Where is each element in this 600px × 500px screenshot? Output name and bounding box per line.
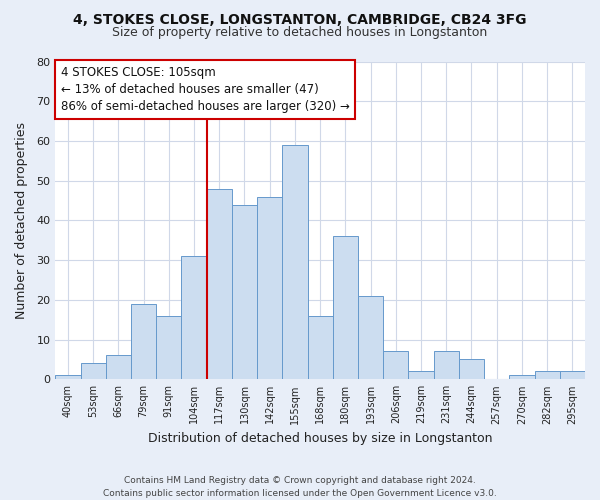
Bar <box>156 316 181 380</box>
Bar <box>257 196 283 380</box>
Text: Contains HM Land Registry data © Crown copyright and database right 2024.
Contai: Contains HM Land Registry data © Crown c… <box>103 476 497 498</box>
Bar <box>55 376 80 380</box>
Text: 4 STOKES CLOSE: 105sqm
← 13% of detached houses are smaller (47)
86% of semi-det: 4 STOKES CLOSE: 105sqm ← 13% of detached… <box>61 66 349 114</box>
Bar <box>358 296 383 380</box>
Bar <box>535 372 560 380</box>
Bar <box>434 352 459 380</box>
X-axis label: Distribution of detached houses by size in Longstanton: Distribution of detached houses by size … <box>148 432 493 445</box>
Y-axis label: Number of detached properties: Number of detached properties <box>15 122 28 319</box>
Bar <box>131 304 156 380</box>
Text: Size of property relative to detached houses in Longstanton: Size of property relative to detached ho… <box>112 26 488 39</box>
Bar <box>560 372 585 380</box>
Bar <box>206 188 232 380</box>
Bar <box>232 204 257 380</box>
Bar <box>106 356 131 380</box>
Text: 4, STOKES CLOSE, LONGSTANTON, CAMBRIDGE, CB24 3FG: 4, STOKES CLOSE, LONGSTANTON, CAMBRIDGE,… <box>73 12 527 26</box>
Bar <box>333 236 358 380</box>
Bar <box>283 145 308 380</box>
Bar <box>509 376 535 380</box>
Bar <box>308 316 333 380</box>
Bar <box>383 352 409 380</box>
Bar <box>80 364 106 380</box>
Bar <box>459 360 484 380</box>
Bar <box>181 256 206 380</box>
Bar <box>409 372 434 380</box>
